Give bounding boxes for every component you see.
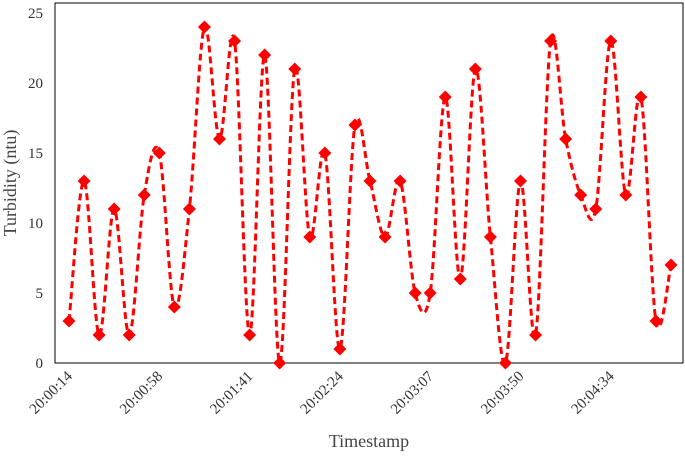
marker [303,230,317,244]
y-tick-label: 0 [36,356,44,372]
marker [393,174,407,188]
x-tick-label: 20:01:41 [207,369,256,418]
marker [574,188,588,202]
y-tick-label: 15 [28,146,43,162]
marker [649,314,663,328]
marker [62,314,76,328]
marker [348,118,362,132]
marker [137,188,151,202]
marker [167,300,181,314]
marker [634,90,648,104]
y-tick-label: 20 [28,76,43,92]
marker [498,356,512,370]
marker [228,34,242,48]
marker [438,90,452,104]
marker [288,62,302,76]
x-tick-label: 20:04:34 [569,368,618,417]
marker [378,230,392,244]
marker [213,132,226,146]
marker [333,342,347,356]
marker [77,174,91,188]
marker [529,328,543,342]
marker [107,202,121,216]
y-tick-label: 25 [28,6,43,22]
marker [92,328,106,342]
x-tick-label: 20:03:07 [388,368,437,417]
marker [197,20,211,34]
plot-frame [54,2,684,364]
marker [152,146,166,160]
y-axis-title: Turbidity (ntu) [0,130,21,237]
x-tick-label: 20:00:58 [117,369,166,418]
x-tick-label: 20:02:24 [298,368,347,417]
marker [559,132,573,146]
marker [604,34,618,48]
marker [408,286,422,300]
marker [122,328,136,342]
marker [273,356,287,370]
marker [318,146,332,160]
marker [544,34,558,48]
marker [182,202,196,216]
marker [258,48,272,62]
marker [483,230,497,244]
marker [243,328,257,342]
marker [514,174,527,188]
marker [363,174,377,188]
x-axis-title: Timestamp [329,431,409,451]
marker [423,286,437,300]
x-tick-label: 20:00:14 [27,368,76,417]
y-tick-label: 5 [36,286,44,302]
marker [589,202,603,216]
y-tick-label: 10 [28,216,43,232]
marker [468,62,482,76]
marker [664,258,678,272]
marker [619,188,633,202]
marker [453,272,467,286]
x-tick-label: 20:03:50 [478,369,527,418]
